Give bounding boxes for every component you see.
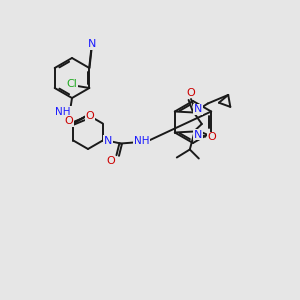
Text: O: O bbox=[186, 88, 195, 98]
Text: N: N bbox=[194, 130, 202, 140]
Text: N: N bbox=[194, 104, 202, 115]
Text: NH: NH bbox=[55, 107, 71, 117]
Text: Cl: Cl bbox=[66, 79, 77, 89]
Text: O: O bbox=[106, 157, 115, 166]
Text: N: N bbox=[103, 136, 112, 146]
Text: O: O bbox=[207, 133, 216, 142]
Text: O: O bbox=[64, 116, 73, 127]
Text: NH: NH bbox=[134, 136, 149, 146]
Text: O: O bbox=[85, 111, 94, 121]
Text: N: N bbox=[88, 39, 97, 49]
